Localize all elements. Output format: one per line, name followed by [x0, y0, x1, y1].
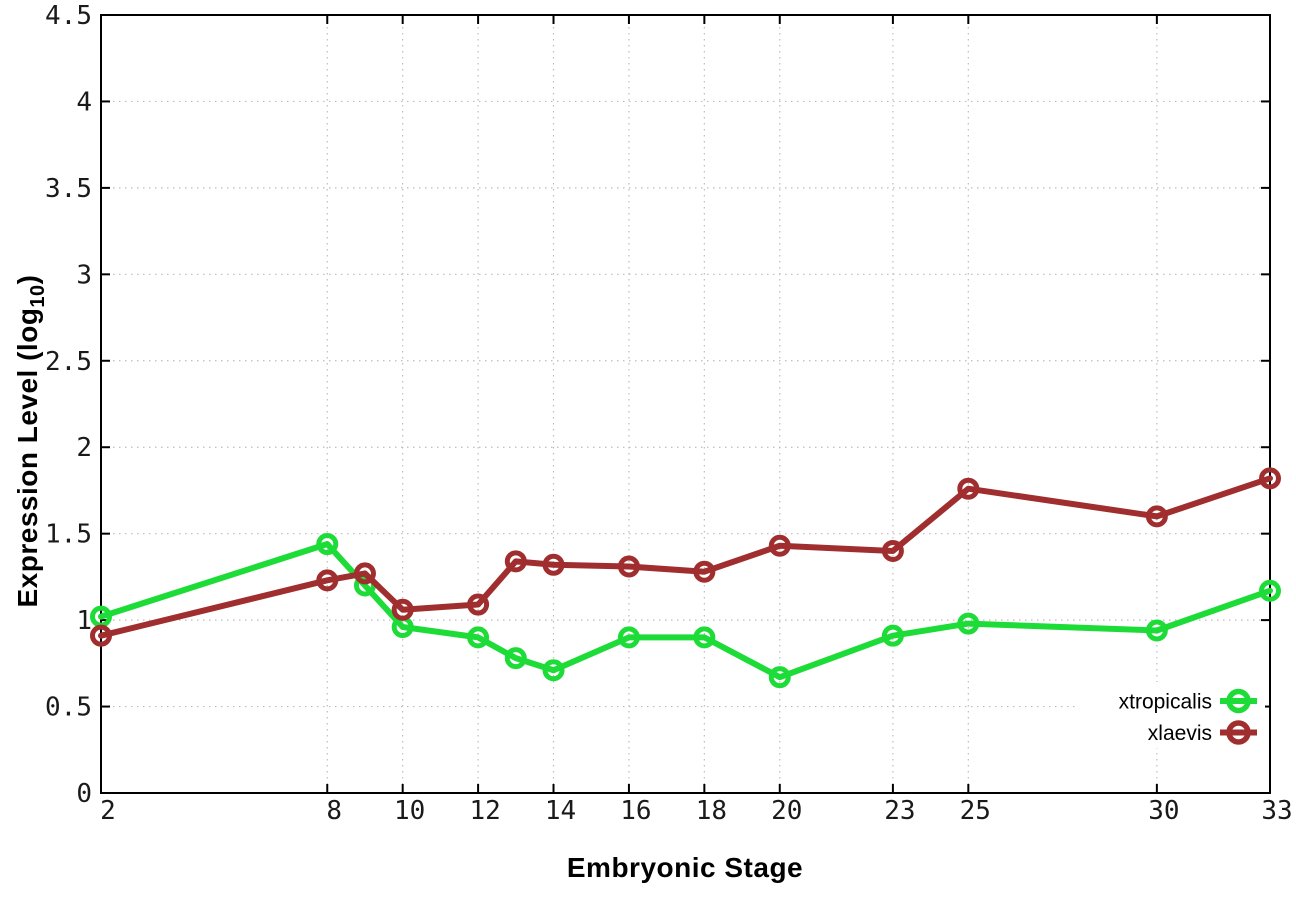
y-tick-label-1.5: 1.5 [45, 520, 92, 550]
plot-border [100, 14, 1271, 794]
x-tick-label-25: 25 [960, 796, 991, 826]
data-point-xlaevis-stage-14 [542, 553, 565, 576]
x-tick-label-16: 16 [620, 796, 651, 826]
x-tick-label-14: 14 [545, 796, 576, 826]
x-tick-label-10: 10 [394, 796, 425, 826]
data-point-xlaevis-stage-18 [693, 560, 716, 583]
x-tick-label-18: 18 [696, 796, 727, 826]
data-point-xlaevis-stage-25 [957, 477, 980, 500]
data-point-xlaevis-stage-13 [504, 550, 527, 573]
data-point-xlaevis-stage-33 [1259, 467, 1281, 490]
data-point-xlaevis-stage-10 [391, 598, 414, 621]
data-point-xtropicalis-stage-16 [617, 626, 640, 649]
data-point-xtropicalis-stage-14 [542, 659, 565, 682]
data-point-xtropicalis-stage-25 [957, 612, 980, 635]
data-point-xtropicalis-stage-23 [881, 624, 904, 647]
y-tick-label-0.5: 0.5 [45, 693, 92, 723]
data-point-xlaevis-stage-8 [316, 569, 339, 592]
x-tick-label-8: 8 [326, 796, 342, 826]
y-tick-label-4: 4 [76, 87, 92, 117]
legend-marker-xtropicalis [1226, 688, 1251, 714]
x-axis-title: Embryonic Stage [566, 852, 804, 883]
y-axis-title: Expression Level (log10) [12, 275, 50, 608]
data-point-xlaevis-stage-12 [467, 593, 490, 616]
data-point-xlaevis-stage-20 [768, 534, 791, 557]
legend-label-xtropicalis: xtropicalis [1119, 691, 1212, 714]
data-point-xtropicalis-stage-13 [504, 647, 527, 670]
data-point-xtropicalis-stage-18 [693, 626, 716, 649]
data-point-xtropicalis-stage-12 [467, 626, 490, 649]
y-tick-label-3: 3 [76, 260, 92, 290]
y-axis-title-subscript: 10 [26, 284, 49, 308]
x-tick-label-2: 2 [100, 796, 116, 826]
y-tick-label-3.5: 3.5 [45, 174, 92, 204]
data-point-xlaevis-stage-9 [353, 562, 376, 585]
data-point-xtropicalis-stage-33 [1259, 579, 1281, 602]
data-point-xtropicalis-stage-8 [316, 533, 339, 556]
x-tick-label-20: 20 [771, 796, 802, 826]
data-point-xlaevis-stage-23 [881, 539, 904, 562]
y-tick-label-2.5: 2.5 [45, 347, 92, 377]
x-tick-label-30: 30 [1148, 796, 1179, 826]
legend-label-xlaevis: xlaevis [1148, 722, 1212, 745]
x-tick-label-23: 23 [884, 796, 915, 826]
data-point-xlaevis-stage-16 [617, 555, 640, 578]
data-point-xlaevis-stage-2 [90, 624, 112, 647]
data-point-xtropicalis-stage-30 [1145, 619, 1168, 642]
y-axis-title-close: ) [12, 274, 44, 285]
x-tick-label-33: 33 [1261, 796, 1292, 826]
data-point-xlaevis-stage-30 [1145, 505, 1168, 528]
y-tick-label-0: 0 [76, 779, 92, 809]
y-tick-label-1: 1 [76, 606, 92, 636]
legend-marker-xlaevis [1226, 720, 1251, 745]
y-tick-label-4.5: 4.5 [45, 1, 92, 31]
y-tick-label-2: 2 [76, 433, 92, 463]
data-point-xtropicalis-stage-20 [768, 666, 791, 689]
y-axis-title-text: Expression Level (log [12, 307, 44, 608]
series-line-xtropicalis [98, 541, 1273, 681]
series-line-xlaevis [98, 475, 1273, 639]
x-tick-label-12: 12 [469, 796, 500, 826]
